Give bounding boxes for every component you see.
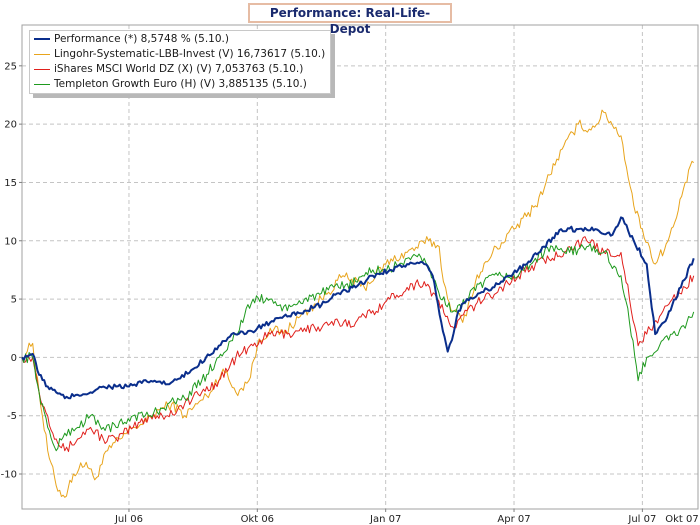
x-tick-label: Jul 07 (627, 514, 656, 525)
legend-label-templeton: Templeton Growth Euro (H) (V) 3,885135 (… (54, 78, 307, 90)
series-line-lingohr-systematic-lbb-invest (21, 109, 695, 498)
y-tick-label: 15 (4, 178, 17, 189)
axes (19, 24, 699, 512)
y-tick-label: 5 (11, 295, 17, 306)
legend-swatch-ishares (34, 69, 50, 70)
chart-title: Performance: Real-Life-Depot (248, 3, 452, 36)
y-tick-label: -5 (7, 411, 17, 422)
chart-legend: Performance (*) 8,5748 % (5.10.) Lingohr… (29, 30, 331, 94)
tick-labels: -10 -5 0 5 10 15 20 25 Jul 06 Okt 06 Jan 07 Apr 07 J… (1, 61, 699, 525)
series-lines (21, 109, 695, 498)
y-tick-label: 10 (4, 236, 17, 247)
legend-label-ishares: iShares MSCI World DZ (X) (V) 7,053763 (… (54, 63, 304, 75)
legend-swatch-templeton (34, 84, 50, 85)
y-tick-label: 0 (11, 353, 17, 364)
legend-swatch-lingohr (34, 54, 50, 55)
y-tick-label: -10 (1, 470, 17, 481)
series-line-templeton-growth-euro (21, 243, 695, 452)
legend-label-performance: Performance (*) 8,5748 % (5.10.) (54, 33, 229, 45)
legend-swatch-performance (34, 38, 50, 40)
x-tick-label: Okt 07 (665, 514, 699, 525)
series-line-performance (21, 216, 695, 400)
y-tick-label: 25 (4, 61, 17, 72)
x-tick-label: Jan 07 (369, 514, 401, 525)
plot-frame (21, 24, 699, 510)
x-tick-label: Apr 07 (497, 514, 530, 525)
x-tick-label: Jul 06 (114, 514, 143, 525)
y-tick-label: 20 (4, 120, 17, 131)
x-tick-label: Okt 06 (241, 514, 275, 525)
series-line-ishares-msci-world-dz (21, 236, 695, 453)
grid-lines (22, 25, 698, 509)
legend-label-lingohr: Lingohr-Systematic-LBB-Invest (V) 16,736… (54, 48, 326, 60)
